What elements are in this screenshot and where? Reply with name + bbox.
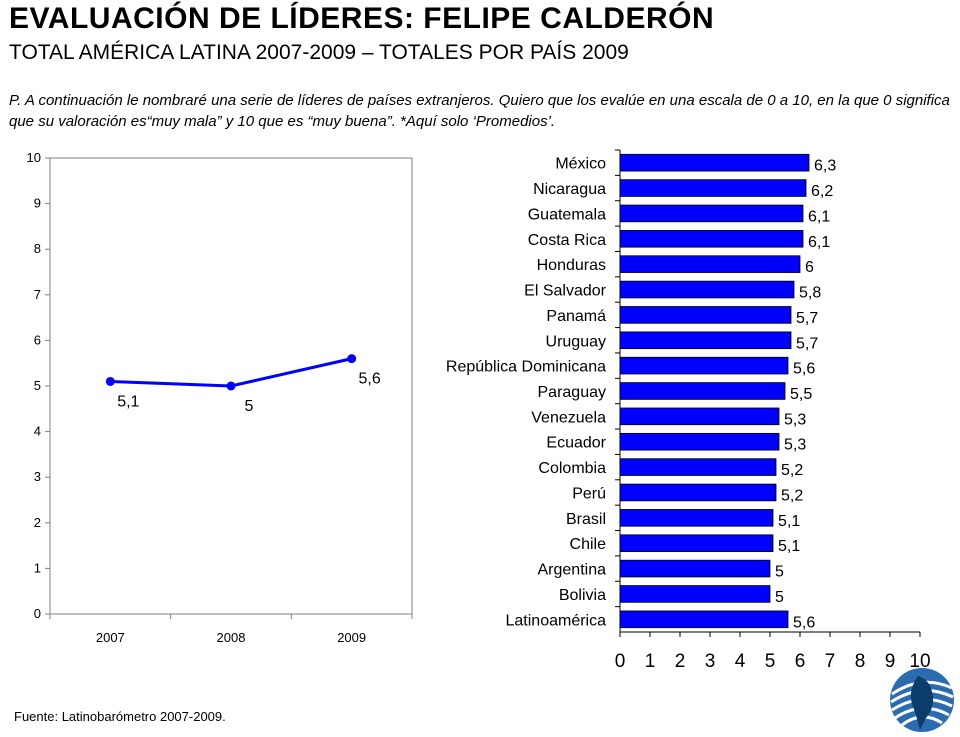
category-label: Panamá [546,308,606,325]
y-tick-label: 5 [34,378,41,393]
x-tick-label: 0 [615,651,626,672]
category-label: Brasil [566,511,606,528]
bar [619,585,771,603]
x-tick-label: 2008 [217,630,246,645]
x-tick-label: 10 [909,651,930,672]
category-label: Guatemala [528,206,606,223]
data-label: 5,6 [793,614,815,631]
y-tick-label: 0 [34,606,41,621]
source-note: Fuente: Latinobarómetro 2007-2009. [14,709,226,724]
x-tick-label: 2007 [96,630,125,645]
data-label: 5,2 [781,462,803,479]
data-label: 5 [775,589,784,606]
data-label: 5,1 [778,513,800,530]
x-tick-label: 7 [825,651,836,672]
bar [619,179,807,197]
bar [619,306,792,324]
data-label: 5,1 [117,393,139,410]
category-label: Bolivia [559,587,606,604]
bar [619,382,786,400]
category-label: Costa Rica [528,232,606,249]
category-label: Ecuador [546,435,606,452]
category-label: Venezuela [531,409,606,426]
bar [619,153,810,172]
data-point [347,354,357,364]
y-tick-label: 10 [27,150,41,165]
bar [619,483,777,502]
category-label: Perú [572,485,606,502]
category-label: México [555,156,606,173]
category-label: Paraguay [538,384,607,401]
category-label: Chile [570,536,607,553]
category-label: Honduras [537,257,606,274]
y-tick-label: 4 [34,424,41,439]
x-tick-label: 5 [765,651,776,672]
x-tick-label: 4 [735,651,746,672]
data-label: 5,6 [359,371,381,388]
y-tick-label: 2 [34,515,41,530]
data-label: 6,2 [811,183,833,200]
bar [619,534,774,552]
y-tick-label: 8 [34,241,41,256]
x-tick-label: 8 [855,651,866,672]
category-label: Latinoamérica [506,612,607,629]
y-tick-label: 1 [34,560,41,575]
category-label: República Dominicana [446,359,606,376]
category-label: El Salvador [524,283,606,300]
bar [619,610,789,629]
survey-question: P. A continuación le nombraré una serie … [9,92,950,130]
bar [619,407,780,426]
y-tick-label: 6 [34,332,41,347]
data-point [226,381,236,391]
data-label: 6,1 [808,208,830,225]
category-label: Nicaragua [533,181,606,198]
data-label: 5,1 [778,538,800,555]
bar [619,356,789,375]
data-point [105,376,115,386]
bar [619,559,771,578]
y-tick-label: 7 [34,287,41,302]
x-tick-label: 2 [675,651,686,672]
x-tick-label: 9 [885,651,896,672]
bar [619,509,774,527]
category-label: Uruguay [546,333,606,350]
data-label: 5,7 [796,310,818,327]
x-tick-label: 2009 [337,630,366,645]
data-label: 6 [805,259,814,276]
data-label: 6,1 [808,234,830,251]
bar [619,458,777,476]
data-label: 5,6 [793,361,815,378]
x-tick-label: 3 [705,651,716,672]
page-title: EVALUACIÓN DE LÍDERES: FELIPE CALDERÓN [9,2,715,35]
y-tick-label: 3 [34,469,41,484]
category-label: Argentina [538,562,607,579]
data-label: 5,2 [781,487,803,504]
page-subtitle: TOTAL AMÉRICA LATINA 2007-2009 – TOTALES… [9,41,629,64]
line-chart: 0 1 2 3 4 5 6 7 8 9 10 2007 2008 2009 5,1 5 5,6 [27,150,413,645]
data-label: 5 [245,398,254,415]
y-tick-label: 9 [34,196,41,211]
data-label: 5,5 [790,386,812,403]
bar [619,280,795,299]
bar [619,432,780,451]
x-tick-label: 6 [795,651,806,672]
category-label: Colombia [538,460,606,477]
x-tick-label: 1 [645,651,656,672]
bar [619,255,801,273]
data-label: 5,3 [784,437,806,454]
data-label: 5,8 [799,285,821,302]
data-label: 5,7 [796,335,818,352]
data-label: 5,3 [784,411,806,428]
data-label: 6,3 [814,158,836,175]
bar [619,230,804,248]
data-label: 5 [775,564,784,581]
bar [619,204,804,223]
bar [619,331,792,350]
